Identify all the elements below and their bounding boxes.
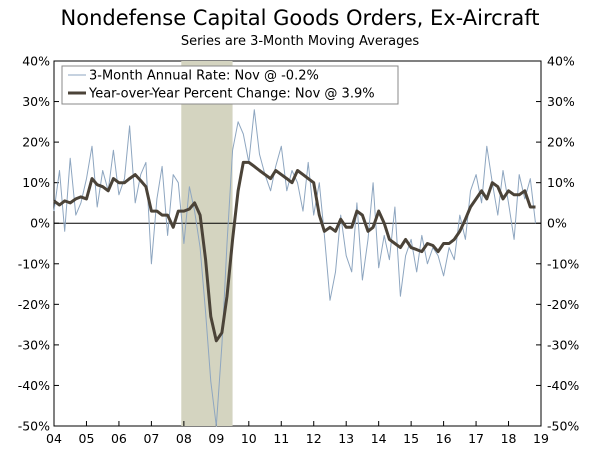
chart-subtitle: Series are 3-Month Moving Averages [180,34,420,49]
y-tick-label-right: 0% [547,216,567,231]
legend-box [61,65,399,105]
x-tick-label: 11 [273,431,289,446]
y-tick-label-left: -40% [18,378,50,393]
legend-label-yoy: Year-over-Year Percent Change: Nov @ 3.9… [88,87,375,102]
x-tick-label: 12 [306,431,322,446]
y-tick-label-left: 30% [22,94,50,109]
y-tick-label-left: 20% [22,135,50,150]
y-tick-label-left: -20% [18,297,50,312]
x-tick-label: 17 [468,431,484,446]
x-tick-label: 15 [403,431,419,446]
x-tick-label: 18 [501,431,517,446]
chart-title: Nondefense Capital Goods Orders, Ex-Airc… [60,6,540,30]
recession-shading [181,61,233,426]
y-tick-label-right: -50% [547,419,579,434]
x-tick-label: 13 [338,431,354,446]
x-tick-label: 08 [176,431,192,446]
y-tick-label-left: 0% [30,216,50,231]
y-tick-label-left: -30% [18,337,50,352]
x-tick-label: 07 [143,431,159,446]
x-tick-label: 05 [79,431,95,446]
x-tick-label: 10 [241,431,257,446]
y-tick-label-right: 10% [547,175,575,190]
x-tick-label: 04 [46,431,62,446]
x-tick-label: 09 [208,431,224,446]
y-tick-label-right: -20% [547,297,579,312]
plot-frame [53,60,542,427]
y-tick-label-left: -50% [18,419,50,434]
y-tick-label-right: -40% [547,378,579,393]
y-tick-label-left: 40% [22,54,50,69]
y-tick-label-left: 10% [22,175,50,190]
y-tick-label-right: -10% [547,256,579,271]
series-line-3m-annual-rate [53,109,536,427]
y-tick-label-left: -10% [18,256,50,271]
x-tick-label: 14 [371,431,387,446]
x-tick-label: 06 [111,431,127,446]
series-line-year-over-year [53,160,536,343]
x-tick-label: 19 [533,431,549,446]
y-tick-label-right: 30% [547,94,575,109]
x-tick-label: 16 [436,431,452,446]
legend: 3-Month Annual Rate: Nov @ -0.2% Year-ov… [61,65,399,105]
legend-label-3m: 3-Month Annual Rate: Nov @ -0.2% [89,69,319,84]
y-tick-label-right: 40% [547,54,575,69]
y-tick-label-right: -30% [547,337,579,352]
y-tick-label-right: 20% [547,135,575,150]
